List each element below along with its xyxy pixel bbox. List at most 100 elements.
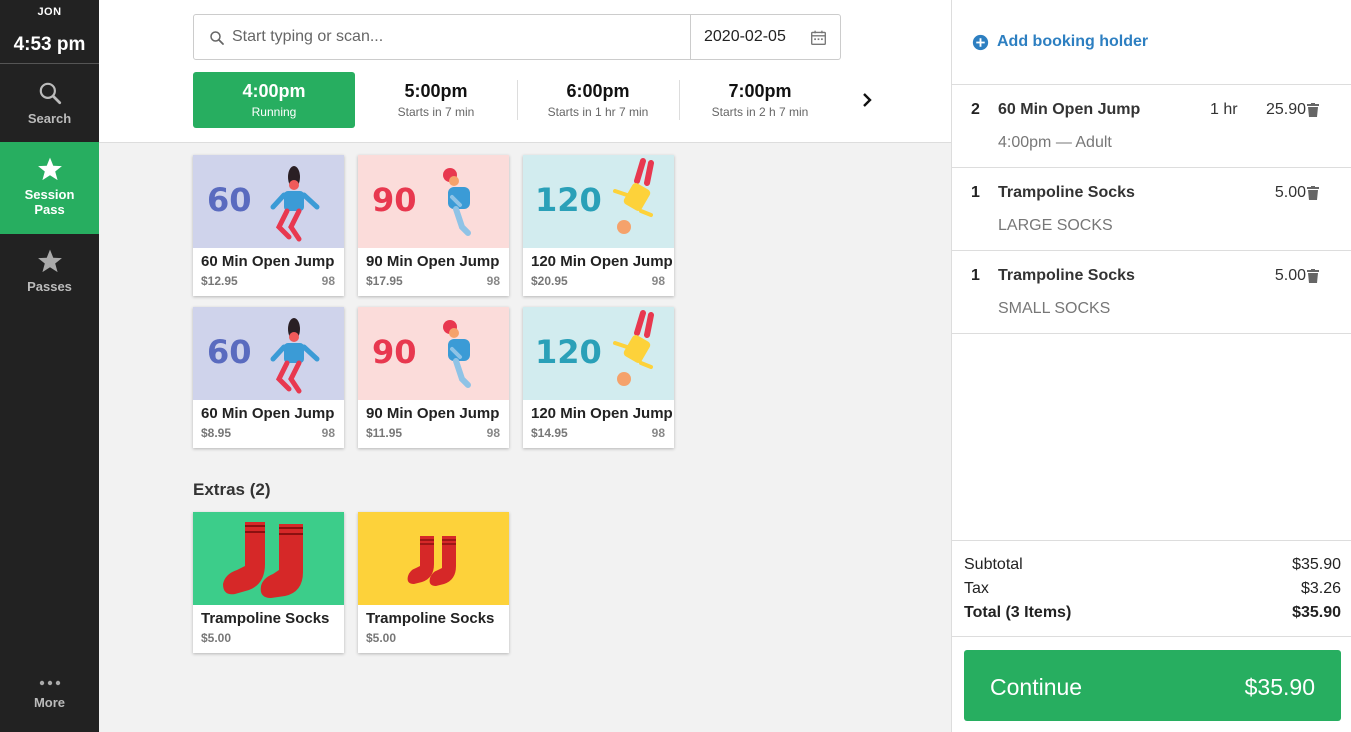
product-name: Trampoline Socks [366, 610, 495, 627]
product-stock: 98 [651, 274, 665, 288]
product-name: 60 Min Open Jump [201, 405, 335, 422]
search-input[interactable] [232, 24, 682, 50]
cart-panel: Add booking holder 2 60 Min Open Jump 1 … [951, 0, 1351, 732]
product-card[interactable]: 60 60 Min Open Jump $8.95 98 [193, 307, 344, 448]
product-card[interactable]: 60 60 Min Open Jump $12.95 98 [193, 155, 344, 296]
product-art: 60 [193, 307, 344, 400]
product-card[interactable]: 120 120 Min Open Jump $14.95 98 [523, 307, 674, 448]
sidebar-item-passes[interactable]: Passes [0, 248, 99, 308]
sidebar-item-more[interactable]: More [0, 676, 99, 728]
divider [952, 540, 1351, 541]
product-card[interactable]: 90 90 Min Open Jump $17.95 98 [358, 155, 509, 296]
search-icon [39, 82, 61, 105]
calendar-icon[interactable] [810, 29, 827, 46]
add-booking-holder-label: Add booking holder [997, 33, 1149, 50]
product-card[interactable]: 90 90 Min Open Jump $11.95 98 [358, 307, 509, 448]
total-value: $35.90 [1292, 604, 1341, 621]
subtotal-value: $35.90 [1292, 556, 1341, 573]
product-price: $5.00 [366, 631, 397, 645]
slot-status: Starts in 7 min [397, 105, 475, 119]
line-duration: 1 hr [1210, 101, 1238, 118]
star-icon [37, 157, 62, 181]
star-icon [37, 249, 62, 273]
slot-status: Starts in 1 hr 7 min [547, 105, 649, 119]
line-amount: 5.00 [1274, 184, 1306, 201]
chevron-right-icon[interactable] [857, 88, 877, 112]
product-price: $14.95 [531, 426, 568, 440]
product-stock: 98 [486, 426, 500, 440]
product-card[interactable]: 120 120 Min Open Jump $20.95 98 [523, 155, 674, 296]
product-name: 120 Min Open Jump [531, 253, 673, 270]
product-art: 90 [358, 155, 509, 248]
date-picker[interactable]: 2020-02-05 [690, 15, 840, 59]
trash-icon[interactable] [1307, 269, 1319, 283]
product-name: 90 Min Open Jump [366, 405, 500, 422]
art-label: 90 [372, 181, 417, 219]
search-icon [210, 31, 224, 45]
sidebar-item-label: Session Pass [24, 187, 75, 217]
slot-time: 6:00pm [566, 81, 630, 101]
time-slot[interactable]: 7:00pm Starts in 2 h 7 min [679, 72, 841, 128]
product-name: 120 Min Open Jump [531, 405, 673, 422]
socks-art [193, 512, 344, 605]
tax-row: Tax $3.26 [964, 577, 1341, 601]
cart-line-item[interactable]: 1 Trampoline Socks 5.00 LARGE SOCKS [952, 168, 1351, 250]
clock: 4:53 pm [0, 22, 99, 64]
subtotal-row: Subtotal $35.90 [964, 553, 1341, 577]
divider [952, 636, 1351, 637]
divider [679, 80, 680, 120]
extra-card[interactable]: Trampoline Socks $5.00 [358, 512, 509, 653]
slot-time: 7:00pm [728, 81, 792, 101]
product-price: $11.95 [366, 426, 403, 440]
date-value: 2020-02-05 [704, 28, 786, 45]
line-amount: 5.00 [1274, 267, 1306, 284]
tax-label: Tax [964, 580, 989, 597]
product-stock: 98 [651, 426, 665, 440]
cart-line-item[interactable]: 2 60 Min Open Jump 1 hr 25.90 4:00pm — A… [952, 85, 1351, 167]
product-name: Trampoline Socks [201, 610, 330, 627]
divider [517, 80, 518, 120]
line-detail: SMALL SOCKS [998, 300, 1111, 317]
extras-heading: Extras (2) [193, 480, 271, 499]
line-qty: 2 [971, 101, 980, 118]
sidebar-item-session-pass[interactable]: Session Pass [0, 142, 99, 234]
add-booking-holder-button[interactable]: Add booking holder [972, 33, 1148, 51]
continue-button[interactable]: Continue $35.90 [964, 650, 1341, 721]
product-art: 120 [523, 307, 674, 400]
sidebar-item-label: More [33, 695, 66, 710]
divider [952, 167, 1351, 168]
sidebar-item-search[interactable]: Search [0, 80, 99, 140]
line-qty: 1 [971, 267, 980, 284]
sidebar-item-label: Search [27, 111, 72, 126]
user-name: JON [37, 6, 62, 18]
more-dots-icon [39, 680, 60, 686]
art-label: 120 [535, 333, 602, 371]
divider [952, 84, 1351, 85]
total-row: Total (3 Items) $35.90 [964, 601, 1341, 625]
continue-label: Continue [990, 674, 1083, 700]
search-box: 2020-02-05 [193, 14, 841, 60]
time-slot[interactable]: 6:00pm Starts in 1 hr 7 min [517, 72, 679, 128]
time-slot[interactable]: 5:00pm Starts in 7 min [355, 72, 517, 128]
slot-status: Running [251, 105, 297, 119]
line-name: Trampoline Socks [998, 267, 1135, 284]
cart-line-item[interactable]: 1 Trampoline Socks 5.00 SMALL SOCKS [952, 251, 1351, 333]
product-price: $8.95 [201, 426, 232, 440]
extra-card[interactable]: Trampoline Socks $5.00 [193, 512, 344, 653]
product-stock: 98 [321, 274, 335, 288]
trash-icon[interactable] [1307, 186, 1319, 200]
product-price: $20.95 [531, 274, 568, 288]
product-name: 90 Min Open Jump [366, 253, 500, 270]
art-label: 60 [207, 181, 252, 219]
line-amount: 25.90 [1265, 101, 1306, 118]
time-slot[interactable]: 4:00pm Running [193, 72, 355, 128]
slot-time: 4:00pm [242, 81, 306, 101]
product-price: $5.00 [201, 631, 232, 645]
trash-icon[interactable] [1307, 103, 1319, 117]
top-bar: 2020-02-05 4:00pm Running 5:00pm Starts … [99, 0, 951, 143]
art-label: 90 [372, 333, 417, 371]
divider [952, 333, 1351, 334]
product-art: 120 [523, 155, 674, 248]
slot-status: Starts in 2 h 7 min [711, 105, 809, 119]
socks-art [358, 512, 509, 605]
